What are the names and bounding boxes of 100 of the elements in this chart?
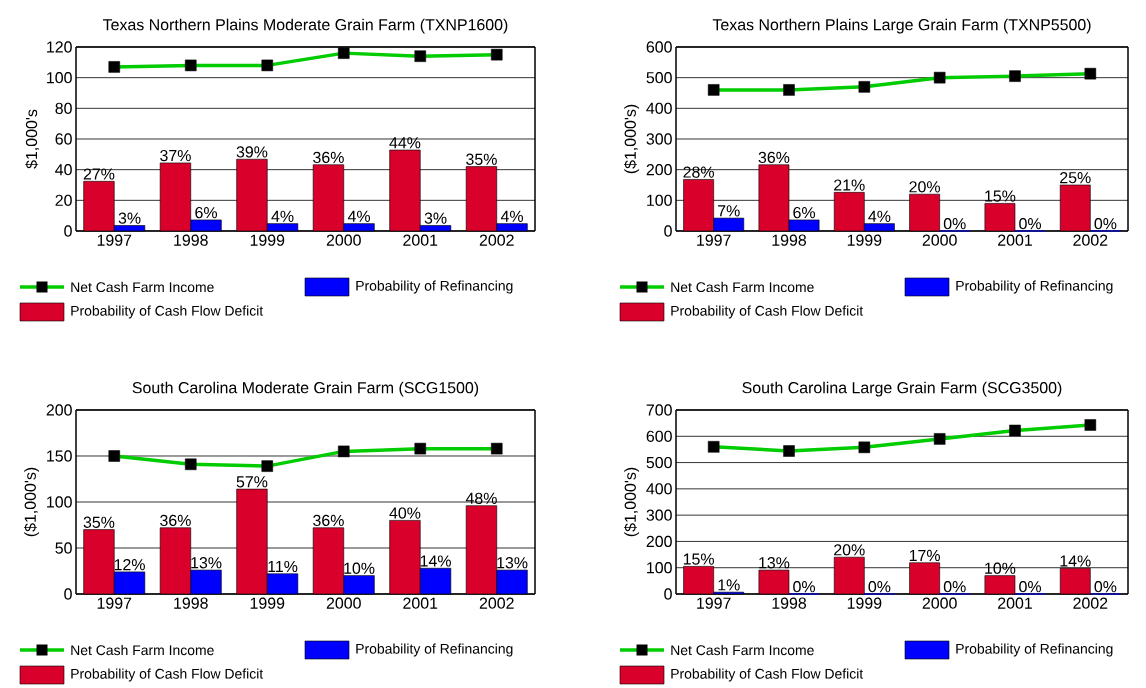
y-tick-label: 100 [47, 496, 72, 508]
y-axis-title: $1,000's [25, 109, 40, 169]
y-tick-label: 100 [47, 72, 72, 84]
data-label: 10% [344, 562, 375, 574]
x-tick-label: 2000 [326, 234, 361, 246]
y-axis-title: ($1,000's) [23, 467, 40, 537]
x-tick-label: 1999 [250, 234, 285, 246]
y-tick-label: 200 [646, 535, 672, 548]
x-tick-label: 2000 [922, 234, 957, 246]
data-label: 13% [759, 557, 790, 569]
y-tick-label: 0 [64, 225, 72, 237]
x-tick-label: 1998 [772, 234, 807, 246]
data-label: 1% [718, 579, 740, 591]
y-tick-label: 200 [646, 164, 672, 176]
data-label: 6% [793, 206, 816, 219]
y-tick-label: 500 [646, 456, 672, 469]
y-axis-title: ($1,000's) [623, 467, 640, 537]
x-tick-label: 1999 [250, 597, 285, 609]
data-label: 0% [1019, 218, 1042, 230]
data-label: 25% [1060, 172, 1091, 184]
data-label: 27% [83, 168, 115, 180]
data-label: 36% [313, 514, 344, 527]
data-label: 36% [758, 151, 790, 164]
data-label: 0% [793, 581, 816, 593]
x-tick-label: 2001 [403, 597, 438, 609]
legend-label: Probability of Refinancing [356, 280, 513, 294]
legend-label: Net Cash Farm Income [671, 281, 814, 293]
x-tick-label: 2002 [1073, 597, 1108, 609]
y-tick-label: 200 [46, 404, 72, 416]
y-tick-label: 100 [647, 194, 672, 206]
data-label: 17% [909, 549, 940, 562]
data-label: 35% [83, 516, 115, 528]
data-label: 15% [683, 553, 714, 565]
y-tick-label: 20 [55, 194, 72, 206]
data-label: 0% [943, 581, 966, 593]
y-tick-label: 300 [646, 133, 672, 145]
legend-label: Probability of Refinancing [356, 643, 513, 657]
data-label: 14% [1060, 555, 1091, 567]
legend-label: Probability of Cash Flow Deficit [671, 305, 864, 319]
data-label: 13% [191, 557, 222, 569]
x-tick-label: 2001 [998, 234, 1032, 246]
y-tick-label: 400 [646, 483, 672, 495]
data-label: 0% [1094, 218, 1117, 230]
y-tick-label: 0 [64, 588, 72, 600]
y-tick-label: 700 [646, 404, 672, 416]
x-tick-label: 2000 [326, 597, 361, 609]
data-label: 4% [500, 210, 524, 222]
data-label: 4% [868, 210, 891, 222]
x-tick-label: 1997 [697, 234, 731, 246]
data-label: 11% [268, 560, 298, 573]
x-tick-label: 1997 [697, 597, 731, 609]
legend-label: Probability of Cash Flow Deficit [71, 668, 264, 682]
x-tick-label: 2001 [998, 597, 1032, 609]
chart-title: Texas Northern Plains Moderate Grain Farm (TXNP1600) [102, 18, 508, 34]
chart-title: South Carolina Moderate Grain Farm (SCG1500) [132, 381, 479, 397]
data-label: 0% [943, 218, 966, 230]
data-label: 0% [1019, 581, 1042, 593]
data-label: 20% [834, 544, 865, 556]
y-tick-label: 50 [55, 542, 72, 554]
data-label: 39% [236, 146, 268, 158]
x-tick-label: 2001 [403, 234, 438, 246]
y-tick-label: 40 [55, 164, 72, 176]
legend-label: Net Cash Farm Income [71, 644, 214, 656]
y-tick-label: 60 [55, 133, 72, 145]
y-tick-label: 100 [647, 562, 672, 574]
x-tick-label: 1998 [772, 597, 807, 609]
data-label: 4% [271, 210, 294, 222]
legend-label: Probability of Refinancing [956, 280, 1113, 294]
x-tick-label: 2000 [922, 597, 957, 609]
y-tick-label: 120 [47, 41, 72, 53]
data-label: 40% [389, 507, 421, 519]
data-label: 21% [834, 179, 865, 191]
y-tick-label: 600 [646, 41, 672, 53]
legend-label: Net Cash Farm Income [671, 644, 814, 656]
data-label: 6% [195, 206, 218, 219]
chart-title: Texas Northern Plains Large Grain Farm (TXNP5500) [712, 18, 1091, 34]
data-label: 48% [465, 492, 497, 504]
legend-label: Probability of Cash Flow Deficit [71, 305, 264, 319]
y-tick-label: 600 [646, 430, 672, 442]
y-tick-label: 150 [47, 450, 72, 462]
data-label: 7% [718, 205, 740, 217]
y-tick-label: 0 [664, 588, 672, 600]
y-axis-title: ($1,000's) [623, 104, 640, 174]
data-label: 36% [160, 514, 191, 527]
legend-label: Probability of Cash Flow Deficit [671, 668, 864, 682]
data-label: 3% [424, 212, 447, 224]
x-tick-label: 1999 [847, 234, 882, 246]
data-label: 0% [1094, 581, 1117, 593]
data-label: 44% [389, 137, 421, 149]
x-tick-label: 1998 [174, 234, 208, 246]
y-tick-label: 300 [646, 509, 672, 521]
data-label: 13% [497, 557, 528, 569]
x-tick-label: 1999 [847, 597, 882, 609]
data-label: 57% [236, 476, 268, 488]
x-tick-label: 2002 [1073, 234, 1108, 246]
data-label: 15% [985, 190, 1016, 202]
x-tick-label: 2002 [479, 234, 514, 246]
x-tick-label: 1997 [97, 597, 132, 609]
data-label: 20% [909, 181, 940, 193]
legend-label: Net Cash Farm Income [71, 281, 214, 293]
